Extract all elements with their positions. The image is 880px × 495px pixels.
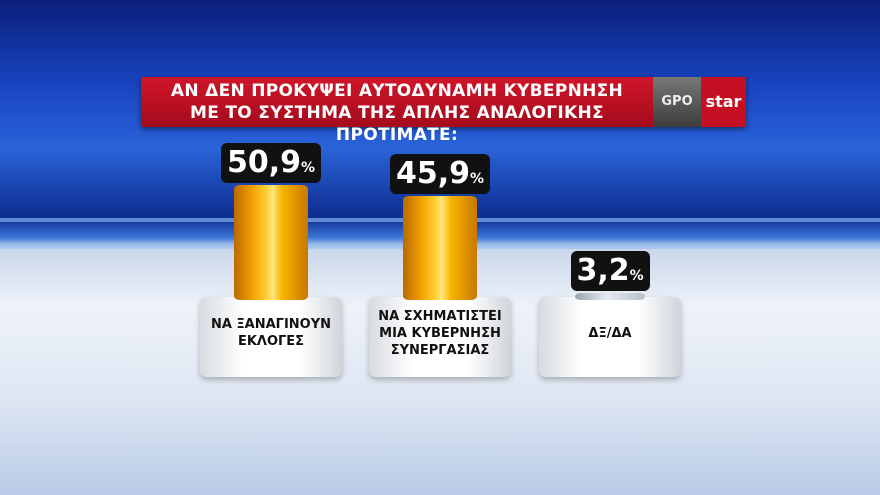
category-label: ΝΑ ΞΑΝΑΓΙΝΟΥΝ ΕΚΛΟΓΕΣ xyxy=(210,317,332,349)
value-number: 50,9 xyxy=(227,144,302,180)
bar xyxy=(403,196,477,300)
poll-title-banner: ΑΝ ΔΕΝ ΠΡΟΚΥΨΕΙ ΑΥΤΟΔΥΝΑΜΗ ΚΥΒΕΡΝΗΣΗ ΜΕ … xyxy=(141,77,746,145)
value-label: 3,2% xyxy=(570,250,650,291)
title-text: ΑΝ ΔΕΝ ΠΡΟΚΥΨΕΙ ΑΥΤΟΔΥΝΑΜΗ ΚΥΒΕΡΝΗΣΗ ΜΕ … xyxy=(141,80,653,146)
value-number: 3,2 xyxy=(576,252,630,288)
value-label: 45,9% xyxy=(390,154,491,195)
title-line-1: ΑΝ ΔΕΝ ΠΡΟΚΥΨΕΙ ΑΥΤΟΔΥΝΑΜΗ ΚΥΒΕΡΝΗΣΗ xyxy=(170,81,624,101)
star-logo: star xyxy=(701,77,746,127)
value-number: 45,9 xyxy=(396,156,471,192)
pedestal: ΔΞ/ΔΑ xyxy=(539,297,681,377)
gpo-logo: GPO xyxy=(653,77,701,127)
bar xyxy=(234,184,308,300)
bar xyxy=(575,292,645,300)
percent-sign: % xyxy=(301,159,316,176)
percent-sign: % xyxy=(470,171,485,188)
title-line-2: ΜΕ ΤΟ ΣΥΣΤΗΜΑ ΤΗΣ ΑΠΛΗΣ ΑΝΑΛΟΓΙΚΗΣ ΠΡΟΤΙ… xyxy=(190,103,604,145)
category-label: ΔΞ/ΔΑ xyxy=(588,325,632,341)
value-label: 50,9% xyxy=(221,142,322,183)
percent-sign: % xyxy=(629,267,644,284)
pedestal: ΝΑ ΣΧΗΜΑΤΙΣΤΕΙ ΜΙΑ ΚΥΒΕΡΝΗΣΗ ΣΥΝΕΡΓΑΣΙΑΣ xyxy=(369,297,511,377)
category-label: ΝΑ ΣΧΗΜΑΤΙΣΤΕΙ ΜΙΑ ΚΥΒΕΡΝΗΣΗ ΣΥΝΕΡΓΑΣΙΑΣ xyxy=(378,308,502,358)
pedestal: ΝΑ ΞΑΝΑΓΙΝΟΥΝ ΕΚΛΟΓΕΣ xyxy=(200,297,342,377)
